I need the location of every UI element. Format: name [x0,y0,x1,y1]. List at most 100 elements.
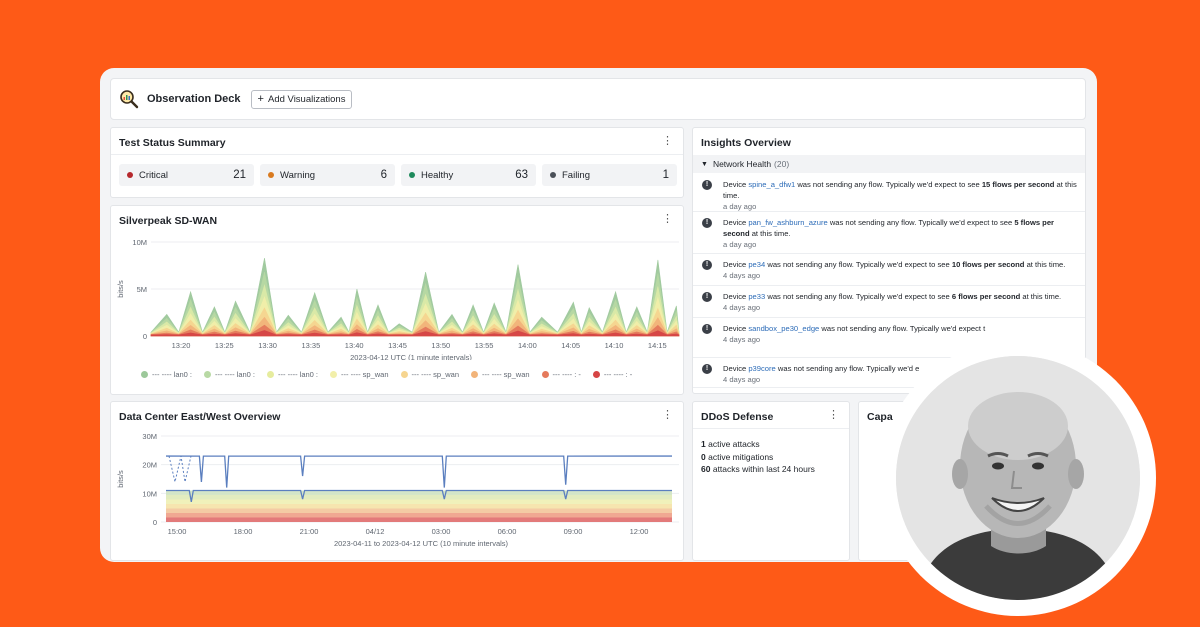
x-tick-label: 14:10 [605,341,624,350]
insight-item[interactable]: ! Device pan_fw_ashburn_azure was not sen… [693,212,1085,254]
legend-dot-icon [141,371,148,378]
legend-item[interactable]: --- ---- : - [541,370,581,379]
panel-title: Capa [867,411,893,423]
legend-item[interactable]: --- ---- : - [592,370,632,379]
healthy-dot-icon [409,172,415,178]
status-card-warning[interactable]: Warning 6 [260,164,395,186]
legend-item[interactable]: --- ---- sp_wan [471,370,530,379]
section-count: (20) [774,159,790,169]
person-photo [896,356,1140,600]
legend-label: --- ---- lan0 : [278,370,318,379]
status-card-healthy[interactable]: Healthy 63 [401,164,536,186]
ddos-number: 0 [701,451,706,462]
x-tick-label: 13:20 [172,341,191,350]
area-series [150,271,680,337]
legend-item[interactable]: --- ---- sp_wan [330,370,389,379]
status-card-critical[interactable]: Critical 21 [119,164,254,186]
legend-dot-icon [471,371,479,378]
more-options-icon[interactable]: ⋮ [828,409,839,421]
series-line [165,455,673,488]
ddos-text: active attacks [708,439,760,449]
panel-title: Insights Overview [701,137,791,149]
alert-icon: ! [702,218,712,228]
legend-item[interactable]: --- ---- lan0 : [204,370,255,379]
legend-item[interactable]: --- ---- lan0 : [141,370,192,379]
plus-icon: + [257,92,264,105]
legend-item[interactable]: --- ---- lan0 : [267,370,318,379]
insight-text: Device pe33 was not sending any flow. Ty… [723,292,1062,301]
insight-item[interactable]: ! Device pe34 was not sending any flow. T… [693,254,1085,286]
series-line [165,489,673,503]
band-area [166,494,672,500]
band-area [166,503,672,509]
add-visualizations-label: Add Visualizations [267,93,346,105]
dc-chart: 30M 20M 10M 0 bits/s 15:00 18:00 21:00 04/12 03:0… [116,432,679,548]
area-series [150,296,680,337]
panel-title: Silverpeak SD-WAN [119,215,218,227]
device-link[interactable]: pe33 [748,292,766,301]
alert-icon: ! [702,364,712,374]
caret-down-icon: ▼ [701,160,708,168]
legend-dot-icon [330,371,337,378]
critical-dot-icon [127,172,133,178]
device-link[interactable]: pe34 [748,260,766,269]
add-visualizations-button[interactable]: + Add Visualizations [250,89,353,109]
y-axis-label: bits/s [116,280,125,298]
area-series [150,330,680,337]
sdwan-panel: Silverpeak SD-WAN ⋮ 10M 5M 0 bits/s 13:20 13:… [110,205,684,395]
status-card-failing[interactable]: Failing 1 [542,164,677,186]
x-tick-label: 04/12 [366,527,385,536]
sdwan-chart: 10M 5M 0 bits/s 13:20 13:25 13:30 13:35 13:40 13:… [116,238,680,360]
device-link[interactable]: sandbox_pe30_edge [748,324,820,333]
y-tick-label: 30M [142,432,157,441]
x-tick-label: 21:00 [300,527,319,536]
alert-icon: ! [702,324,712,334]
y-tick-label: 10M [132,238,147,247]
y-tick-label: 0 [143,332,147,341]
area-series [150,257,680,337]
ddos-text: active mitigations [708,451,774,462]
device-link[interactable]: p39core [748,364,776,373]
more-options-icon[interactable]: ⋮ [662,135,673,147]
x-tick-label: 03:00 [432,527,451,536]
insight-item[interactable]: ! Device spine_a_dfw1 was not sending any… [693,174,1085,212]
x-tick-label: 13:55 [475,341,494,350]
panel-title: DDoS Defense [701,411,774,423]
insight-item[interactable]: ! Device p39core was not sending any flow… [693,358,1085,388]
legend-dot-icon [541,371,549,378]
y-tick-label: 5M [137,285,147,294]
y-tick-label: 10M [142,489,157,498]
more-options-icon[interactable]: ⋮ [662,409,673,421]
ddos-number: 60 [701,464,711,474]
device-link[interactable]: pan_fw_ashburn_azure [748,218,828,227]
panel-title: Data Center East/West Overview [119,411,281,423]
legend-item[interactable]: --- ---- sp_wan [400,370,460,379]
ddos-line: 0 active mitigations [701,451,815,464]
insight-item[interactable]: ! Device sandbox_pe30_edge was not sendin… [693,318,1085,358]
x-tick-label: 09:00 [564,527,583,536]
insight-text: Device pe34 was not sending any flow. Ty… [723,260,1066,269]
more-options-icon[interactable]: ⋮ [662,213,673,225]
legend-label: --- ---- sp_wan [411,370,460,379]
alert-icon: ! [702,260,712,270]
x-axis-label: 2023-04-11 to 2023-04-12 UTC (10 minute … [334,539,509,548]
timestamp: 4 days ago [723,303,761,312]
ddos-line: 1 active attacks [701,438,815,451]
insight-item[interactable]: ! Device pe33 was not sending any flow. T… [693,286,1085,318]
x-axis-label: 2023-04-12 UTC (1 minute intervals) [350,353,472,360]
x-tick-label: 13:25 [215,341,234,350]
band-area [166,517,672,522]
network-health-section[interactable]: ▼ Network Health (20) [693,155,1085,173]
ddos-text: attacks within last 24 hours [712,464,815,474]
alert-icon: ! [702,180,712,190]
legend-dot-icon [204,371,211,378]
x-tick-label: 06:00 [498,527,517,536]
area-series [150,307,680,337]
device-link[interactable]: spine_a_dfw1 [748,180,796,189]
legend-label: --- ---- : - [552,370,581,379]
observation-deck-window: Observation Deck + Add Visualizations Te… [100,68,1097,562]
insight-text: Device sandbox_pe30_edge was not sending… [723,324,986,333]
status-label: Failing [562,169,590,181]
legend-dot-icon [267,371,274,378]
x-tick-label: 13:40 [345,341,364,350]
